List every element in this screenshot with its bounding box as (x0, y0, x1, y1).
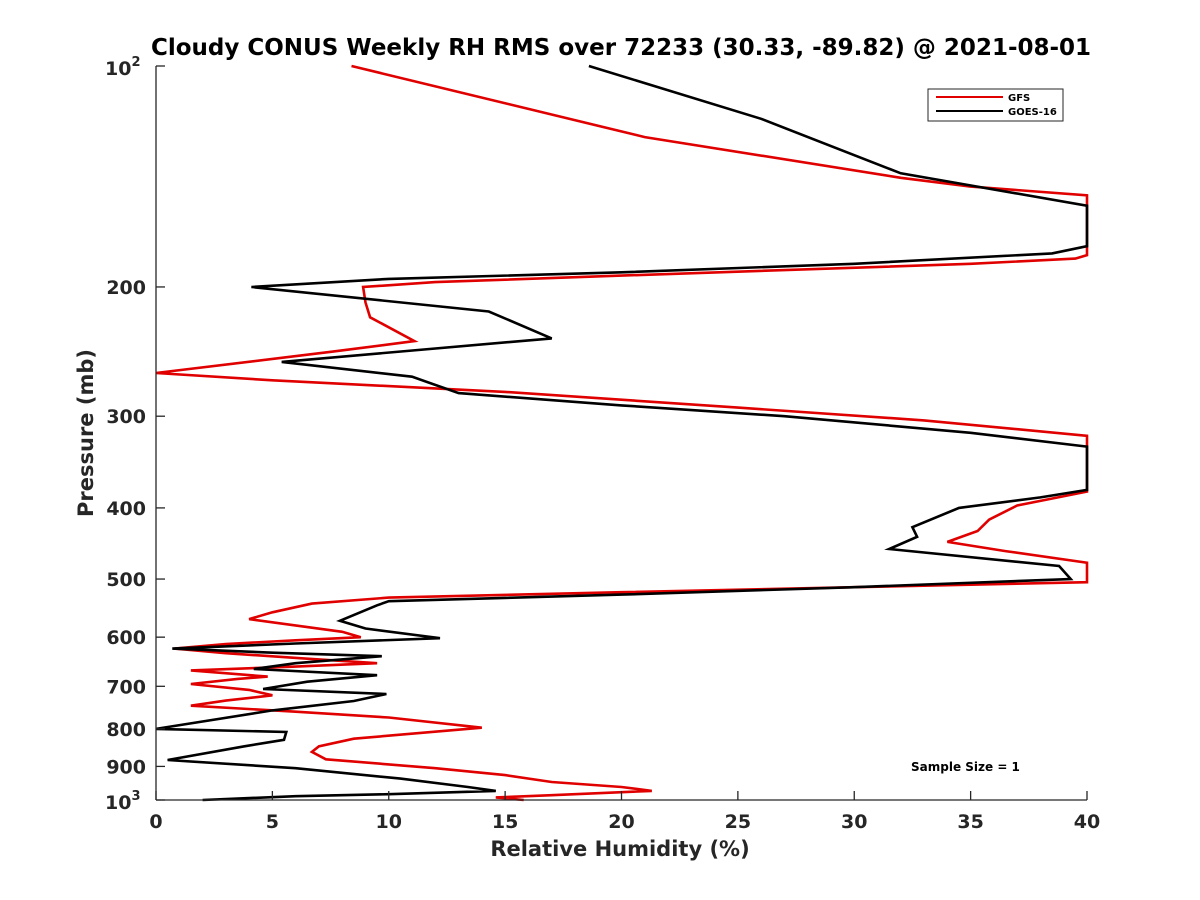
y-tick-label: 400 (106, 498, 146, 520)
y-axis-label: Pressure (mb) (74, 349, 98, 517)
legend-label-gfs: GFS (1008, 93, 1030, 104)
ticks-group: 0 5 10 15 20 25 30 35 40102200300400500600700800… (105, 55, 1100, 833)
y-tick-label: 800 (106, 719, 146, 741)
x-tick-label: 5 (266, 811, 279, 833)
series-line-gfs (155, 64, 1089, 802)
chart-title: Cloudy CONUS Weekly RH RMS over 72233 (3… (151, 35, 1091, 61)
legend-label-goes16: GOES-16 (1008, 107, 1057, 118)
x-tick-label: 35 (957, 811, 983, 833)
x-axis-label: Relative Humidity (%) (490, 837, 749, 861)
x-tick-label: 0 (149, 811, 162, 833)
x-tick-label: 30 (841, 811, 867, 833)
x-tick-label: 25 (725, 811, 751, 833)
y-tick-label: 700 (106, 676, 146, 698)
series-group (155, 64, 1089, 802)
y-tick-label: 500 (106, 569, 146, 591)
y-tick-label: 900 (106, 756, 146, 778)
legend: GFS GOES-16 (927, 88, 1064, 122)
series-line-goes-16 (155, 64, 1089, 802)
x-tick-label: 20 (608, 811, 634, 833)
x-tick-label: 40 (1074, 811, 1100, 833)
legend-box (927, 88, 1064, 122)
sample-size-annotation: Sample Size = 1 (911, 760, 1020, 774)
y-tick-label: 600 (106, 627, 146, 649)
y-tick-label: 200 (106, 277, 146, 299)
x-tick-label: 10 (376, 811, 402, 833)
x-tick-label: 15 (492, 811, 518, 833)
y-tick-label: 300 (106, 406, 146, 428)
